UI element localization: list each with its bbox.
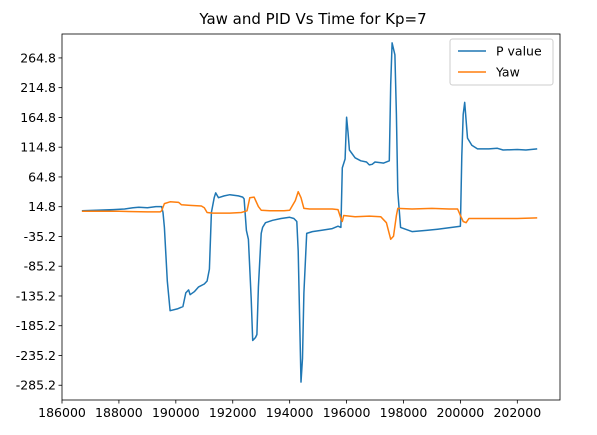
x-tick-label-2: 190000 bbox=[152, 405, 200, 420]
x-tick-label-5: 196000 bbox=[323, 405, 371, 420]
x-tick-label-8: 202000 bbox=[493, 405, 541, 420]
x-tick-label-4: 194000 bbox=[266, 405, 314, 420]
legend-label-1: Yaw bbox=[495, 65, 520, 80]
chart-title: Yaw and PID Vs Time for Kp=7 bbox=[198, 10, 426, 28]
y-tick-label-3: -135.2 bbox=[16, 288, 56, 303]
series-line-1 bbox=[81, 190, 538, 241]
x-tick-label-3: 192000 bbox=[209, 405, 257, 420]
legend: P value Yaw bbox=[449, 38, 554, 86]
x-tick-label-0: 186000 bbox=[38, 405, 86, 420]
y-tick-label-9: 164.8 bbox=[20, 110, 56, 125]
y-tick-label-0: -285.2 bbox=[16, 378, 56, 393]
x-tick-label-1: 188000 bbox=[95, 405, 143, 420]
y-tick-label-10: 214.8 bbox=[20, 80, 56, 95]
axes-frame bbox=[61, 33, 561, 401]
y-tick-label-8: 114.8 bbox=[20, 140, 56, 155]
y-tick-label-7: 64.8 bbox=[28, 169, 56, 184]
y-tick-label-2: -185.2 bbox=[16, 318, 56, 333]
x-tick-label-7: 200000 bbox=[437, 405, 485, 420]
legend-label-0: P value bbox=[496, 44, 542, 59]
x-tick-label-6: 198000 bbox=[380, 405, 428, 420]
y-tick-label-6: 14.8 bbox=[28, 199, 56, 214]
plot-area bbox=[81, 42, 538, 383]
y-tick-label-1: -235.2 bbox=[16, 348, 56, 363]
series-line-0 bbox=[81, 42, 538, 383]
y-tick-label-11: 264.8 bbox=[20, 50, 56, 65]
y-tick-label-5: -35.2 bbox=[24, 229, 56, 244]
axes: 186000 188000 190000 192000 194000 196000 1980… bbox=[16, 33, 561, 420]
y-tick-label-4: -85.2 bbox=[24, 259, 56, 274]
